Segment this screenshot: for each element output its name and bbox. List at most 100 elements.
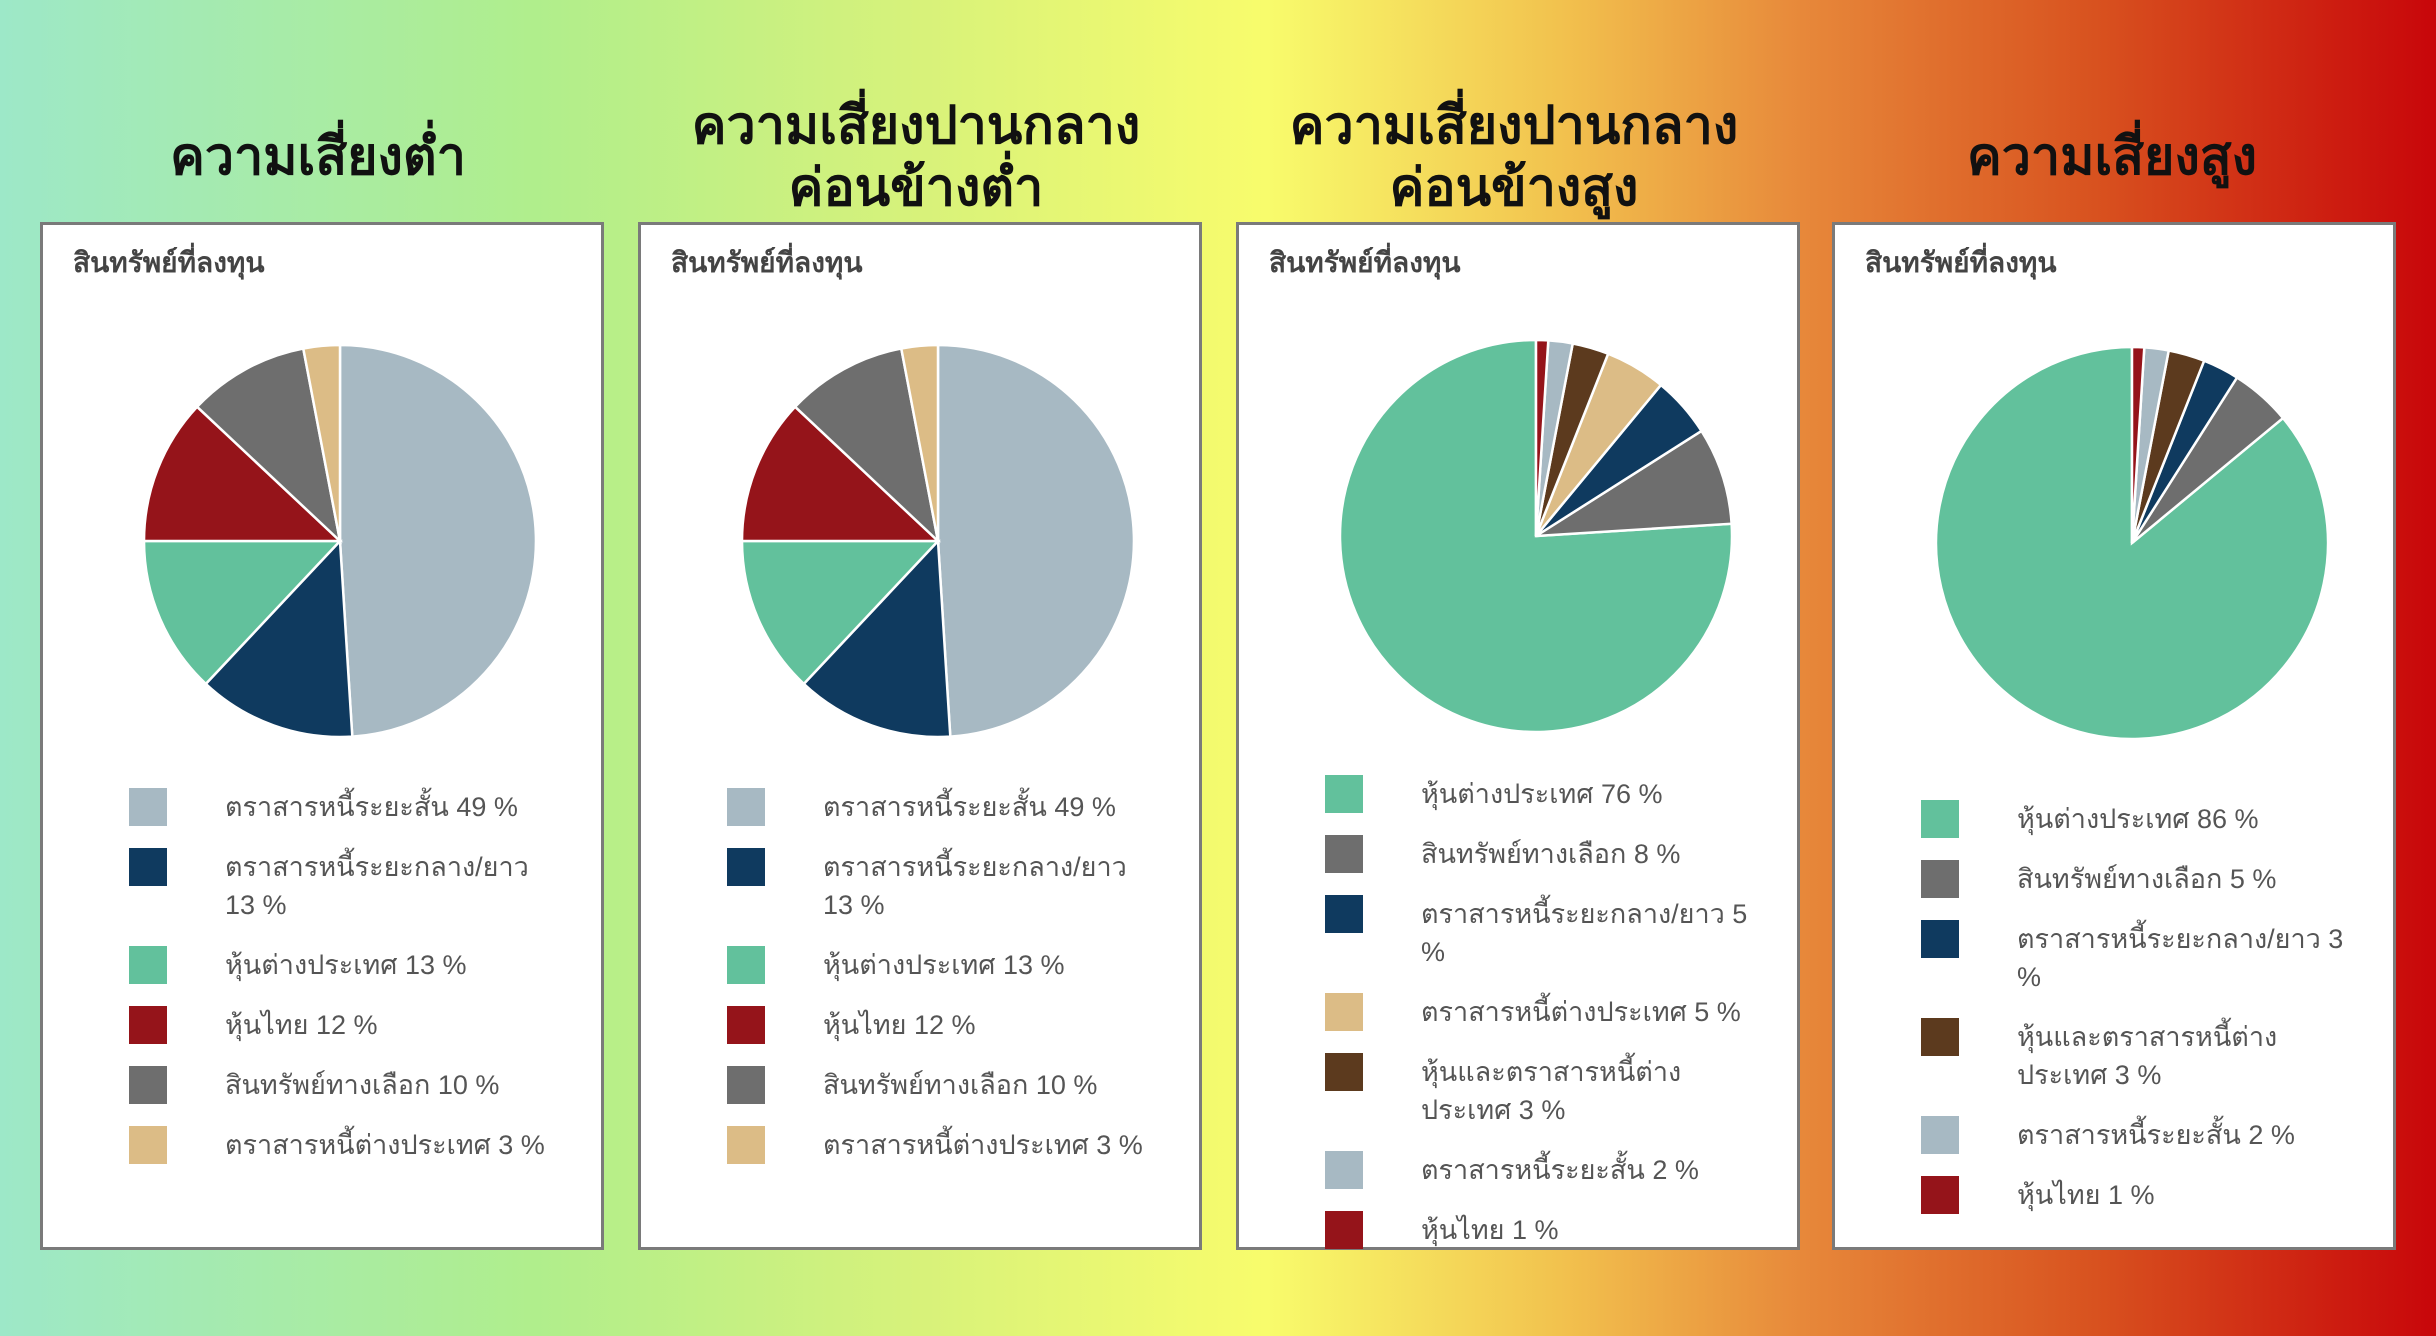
legend-item: หุ้นไทย 12 %	[727, 1006, 1159, 1044]
legend-item: สินทรัพย์ทางเลือก 10 %	[129, 1066, 561, 1104]
chart-legend: หุ้นต่างประเทศ 86 % สินทรัพย์ทางเลือก 5 %…	[1921, 800, 2353, 1236]
legend-label: หุ้นไทย 1 %	[1421, 1215, 1559, 1245]
legend-label: หุ้นต่างประเทศ 13 %	[225, 950, 467, 980]
legend-item: ตราสารหนี้ระยะสั้น 49 %	[129, 788, 561, 826]
legend-label: หุ้นต่างประเทศ 76 %	[1421, 779, 1663, 809]
legend-item: หุ้นต่างประเทศ 13 %	[727, 946, 1159, 984]
legend-item: ตราสารหนี้ระยะกลาง/ยาว 5 %	[1325, 895, 1757, 971]
pie-slice-0	[936, 343, 1136, 738]
legend-item: หุ้นไทย 1 %	[1921, 1176, 2353, 1214]
legend-item: ตราสารหนี้ต่างประเทศ 3 %	[727, 1126, 1159, 1164]
legend-label: ตราสารหนี้ระยะกลาง/ยาว 3 %	[2017, 924, 2344, 992]
legend-label: ตราสารหนี้ระยะสั้น 49 %	[823, 792, 1116, 822]
pie-slice-3	[740, 405, 942, 543]
allocation-panel-high: สินทรัพย์ที่ลงทุน หุ้นต่างประเทศ 86 % สิน…	[1832, 222, 2396, 1250]
legend-swatch	[1325, 835, 1363, 873]
legend-item: หุ้นไทย 1 %	[1325, 1211, 1757, 1249]
pie-slice-0	[338, 343, 538, 738]
legend-swatch	[129, 946, 167, 984]
pie-chart	[1934, 345, 2330, 741]
legend-swatch	[727, 1066, 765, 1104]
pie-chart	[1338, 338, 1734, 734]
allocation-panel-low: สินทรัพย์ที่ลงทุน ตราสารหนี้ระยะสั้น 49 …	[40, 222, 604, 1250]
pie-slice-5	[899, 343, 940, 542]
legend-label: หุ้นต่างประเทศ 13 %	[823, 950, 1065, 980]
legend-label: ตราสารหนี้ระยะสั้น 2 %	[2017, 1120, 2295, 1150]
legend-label: หุ้นไทย 12 %	[823, 1010, 976, 1040]
legend-swatch	[1325, 1211, 1363, 1249]
legend-swatch	[129, 788, 167, 826]
legend-item: สินทรัพย์ทางเลือก 8 %	[1325, 835, 1757, 873]
legend-item: ตราสารหนี้ระยะกลาง/ยาว 13 %	[129, 848, 561, 924]
pie-chart	[142, 343, 538, 739]
pie-slice-4	[793, 347, 940, 545]
pie-slice-2	[740, 539, 941, 686]
pie-slice-5	[301, 343, 342, 542]
legend-label: หุ้นต่างประเทศ 86 %	[2017, 804, 2259, 834]
pie-chart	[740, 343, 1136, 739]
legend-item: ตราสารหนี้ระยะสั้น 2 %	[1921, 1116, 2353, 1154]
legend-swatch	[1921, 1018, 1959, 1056]
legend-item: ตราสารหนี้ระยะสั้น 49 %	[727, 788, 1159, 826]
legend-label: หุ้นไทย 12 %	[225, 1010, 378, 1040]
legend-item: ตราสารหนี้ระยะกลาง/ยาว 3 %	[1921, 920, 2353, 996]
legend-swatch	[1325, 895, 1363, 933]
legend-item: หุ้นต่างประเทศ 13 %	[129, 946, 561, 984]
pie-slice-4	[195, 347, 342, 545]
chart-legend: ตราสารหนี้ระยะสั้น 49 % ตราสารหนี้ระยะกลา…	[129, 788, 561, 1186]
legend-label: ตราสารหนี้ระยะกลาง/ยาว 13 %	[225, 852, 529, 920]
legend-label: สินทรัพย์ทางเลือก 8 %	[1421, 839, 1681, 869]
legend-swatch	[1921, 920, 1959, 958]
pie-slice-2	[142, 539, 343, 686]
legend-label: หุ้นและตราสารหนี้ต่างประเทศ 3 %	[1421, 1057, 1682, 1125]
allocation-panel-moderately-low: สินทรัพย์ที่ลงทุน ตราสารหนี้ระยะสั้น 49 …	[638, 222, 1202, 1250]
pie-slice-1	[204, 538, 354, 739]
legend-label: ตราสารหนี้ต่างประเทศ 3 %	[225, 1130, 545, 1160]
pie-slice-3	[142, 405, 344, 543]
pie-slice-0	[1338, 338, 1734, 734]
legend-swatch	[727, 1006, 765, 1044]
legend-swatch	[1325, 993, 1363, 1031]
legend-label: หุ้นและตราสารหนี้ต่างประเทศ 3 %	[2017, 1022, 2278, 1090]
legend-swatch	[1921, 1116, 1959, 1154]
legend-label: สินทรัพย์ทางเลือก 10 %	[823, 1070, 1098, 1100]
legend-item: หุ้นไทย 12 %	[129, 1006, 561, 1044]
legend-swatch	[1325, 1053, 1363, 1091]
pie-slice-1	[802, 538, 952, 739]
legend-label: หุ้นไทย 1 %	[2017, 1180, 2155, 1210]
legend-label: สินทรัพย์ทางเลือก 10 %	[225, 1070, 500, 1100]
legend-item: หุ้นและตราสารหนี้ต่างประเทศ 3 %	[1325, 1053, 1757, 1129]
legend-item: ตราสารหนี้ระยะสั้น 2 %	[1325, 1151, 1757, 1189]
legend-item: ตราสารหนี้ต่างประเทศ 5 %	[1325, 993, 1757, 1031]
legend-label: ตราสารหนี้ระยะสั้น 49 %	[225, 792, 518, 822]
risk-heading-high: ความเสี่ยงสูง	[1967, 127, 2257, 187]
legend-swatch	[1921, 1176, 1959, 1214]
chart-legend: ตราสารหนี้ระยะสั้น 49 % ตราสารหนี้ระยะกลา…	[727, 788, 1159, 1186]
risk-heading-low: ความเสี่ยงต่ำ	[170, 127, 466, 187]
legend-swatch	[1325, 1151, 1363, 1189]
legend-swatch	[1921, 860, 1959, 898]
legend-item: หุ้นต่างประเทศ 76 %	[1325, 775, 1757, 813]
legend-swatch	[727, 946, 765, 984]
risk-heading-moderately-low: ความเสี่ยงปานกลาง ค่อนข้างต่ำ	[691, 96, 1141, 218]
legend-swatch	[727, 848, 765, 886]
legend-swatch	[129, 1006, 167, 1044]
risk-heading-moderately-high: ความเสี่ยงปานกลาง ค่อนข้างสูง	[1289, 96, 1739, 218]
legend-swatch	[1325, 775, 1363, 813]
legend-item: ตราสารหนี้ระยะกลาง/ยาว 13 %	[727, 848, 1159, 924]
legend-item: หุ้นต่างประเทศ 86 %	[1921, 800, 2353, 838]
pie-slice-1	[1535, 429, 1733, 538]
pie-slice-5	[2130, 345, 2146, 544]
legend-swatch	[129, 848, 167, 886]
legend-label: ตราสารหนี้ระยะสั้น 2 %	[1421, 1155, 1699, 1185]
legend-label: ตราสารหนี้ต่างประเทศ 3 %	[823, 1130, 1143, 1160]
chart-legend: หุ้นต่างประเทศ 76 % สินทรัพย์ทางเลือก 8 %…	[1325, 775, 1757, 1271]
legend-label: ตราสารหนี้ระยะกลาง/ยาว 5 %	[1421, 899, 1748, 967]
legend-item: ตราสารหนี้ต่างประเทศ 3 %	[129, 1126, 561, 1164]
legend-swatch	[129, 1066, 167, 1104]
panel-title: สินทรัพย์ที่ลงทุน	[671, 246, 863, 279]
panel-title: สินทรัพย์ที่ลงทุน	[73, 246, 265, 279]
legend-swatch	[129, 1126, 167, 1164]
legend-swatch	[727, 788, 765, 826]
legend-item: สินทรัพย์ทางเลือก 5 %	[1921, 860, 2353, 898]
